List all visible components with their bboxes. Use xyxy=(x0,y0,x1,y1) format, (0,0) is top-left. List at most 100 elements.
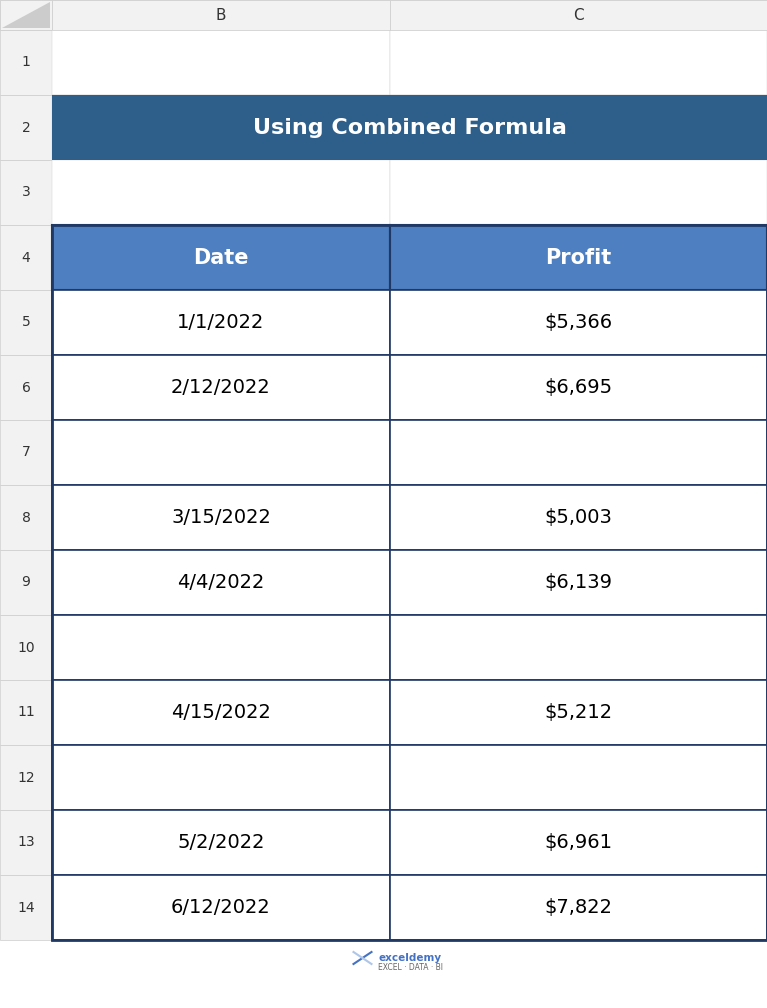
Bar xyxy=(0,160,52,225)
Text: $6,139: $6,139 xyxy=(545,573,613,592)
Bar xyxy=(390,30,767,95)
Text: 1/1/2022: 1/1/2022 xyxy=(177,313,265,332)
Text: $5,003: $5,003 xyxy=(545,508,612,527)
Bar xyxy=(52,30,390,95)
Polygon shape xyxy=(2,2,50,28)
Text: 5/2/2022: 5/2/2022 xyxy=(177,833,265,852)
Text: 3/15/2022: 3/15/2022 xyxy=(171,508,271,527)
Bar xyxy=(390,95,767,160)
Bar xyxy=(52,745,390,810)
Bar xyxy=(390,615,767,680)
Text: B: B xyxy=(216,7,226,22)
Bar xyxy=(52,615,390,680)
Bar xyxy=(0,615,52,680)
Bar xyxy=(0,680,52,745)
Bar xyxy=(52,225,390,290)
Text: 6: 6 xyxy=(21,380,31,394)
Bar xyxy=(52,0,390,30)
Bar xyxy=(52,745,390,810)
Bar xyxy=(390,745,767,810)
Bar xyxy=(0,420,52,485)
Text: 7: 7 xyxy=(21,446,31,460)
Bar xyxy=(0,745,52,810)
Bar xyxy=(52,420,390,485)
Bar xyxy=(52,355,390,420)
Bar xyxy=(52,225,767,940)
Text: $6,961: $6,961 xyxy=(545,833,613,852)
Text: EXCEL · DATA · BI: EXCEL · DATA · BI xyxy=(378,964,443,973)
Text: 4/15/2022: 4/15/2022 xyxy=(171,703,271,722)
Bar xyxy=(52,875,390,940)
Bar xyxy=(390,485,767,550)
Bar xyxy=(52,290,390,355)
Text: 2/12/2022: 2/12/2022 xyxy=(171,378,271,397)
Bar xyxy=(0,810,52,875)
Bar xyxy=(0,225,52,290)
Bar xyxy=(52,225,390,290)
Text: 5: 5 xyxy=(21,316,31,330)
Bar xyxy=(52,160,390,225)
Bar xyxy=(390,810,767,875)
Bar xyxy=(390,355,767,420)
Bar xyxy=(390,615,767,680)
Bar xyxy=(52,875,390,940)
Text: 12: 12 xyxy=(17,770,35,784)
Bar xyxy=(390,550,767,615)
Bar xyxy=(0,355,52,420)
Text: 1: 1 xyxy=(21,55,31,70)
Text: C: C xyxy=(573,7,584,22)
Bar xyxy=(52,615,390,680)
Text: 9: 9 xyxy=(21,576,31,590)
Bar xyxy=(390,875,767,940)
Text: 14: 14 xyxy=(17,900,35,914)
Bar xyxy=(52,810,390,875)
Bar xyxy=(52,420,390,485)
Bar xyxy=(0,0,767,30)
Text: 3: 3 xyxy=(21,185,31,200)
Bar xyxy=(0,875,52,940)
Text: 10: 10 xyxy=(17,640,35,654)
Bar xyxy=(52,95,390,160)
Bar xyxy=(52,550,390,615)
Bar xyxy=(0,485,52,550)
Text: 8: 8 xyxy=(21,510,31,524)
Bar xyxy=(390,810,767,875)
Bar xyxy=(52,680,390,745)
Bar xyxy=(52,680,390,745)
Text: exceldemy: exceldemy xyxy=(378,953,442,963)
Bar xyxy=(390,290,767,355)
Bar xyxy=(390,485,767,550)
Bar xyxy=(390,680,767,745)
Bar xyxy=(52,810,390,875)
Bar xyxy=(390,225,767,290)
Text: 4: 4 xyxy=(21,251,31,264)
Bar xyxy=(390,0,767,30)
Text: $5,212: $5,212 xyxy=(545,703,613,722)
Bar xyxy=(390,420,767,485)
Bar xyxy=(390,355,767,420)
Text: 4/4/2022: 4/4/2022 xyxy=(177,573,265,592)
Bar xyxy=(52,550,390,615)
Bar xyxy=(0,95,52,160)
Bar xyxy=(0,550,52,615)
Bar xyxy=(390,745,767,810)
Text: $5,366: $5,366 xyxy=(545,313,613,332)
Bar xyxy=(0,30,52,95)
Text: 6/12/2022: 6/12/2022 xyxy=(171,898,271,917)
Bar xyxy=(390,225,767,290)
Text: 13: 13 xyxy=(17,836,35,850)
Text: 2: 2 xyxy=(21,121,31,134)
Bar xyxy=(390,290,767,355)
Text: $6,695: $6,695 xyxy=(545,378,613,397)
Bar xyxy=(52,485,390,550)
Text: Using Combined Formula: Using Combined Formula xyxy=(252,118,567,137)
Text: 11: 11 xyxy=(17,706,35,720)
Bar xyxy=(52,290,390,355)
Bar xyxy=(0,0,52,30)
Bar xyxy=(390,875,767,940)
Bar xyxy=(390,160,767,225)
Bar xyxy=(52,355,390,420)
Bar xyxy=(52,95,767,160)
Bar xyxy=(390,680,767,745)
Text: Date: Date xyxy=(193,248,249,267)
